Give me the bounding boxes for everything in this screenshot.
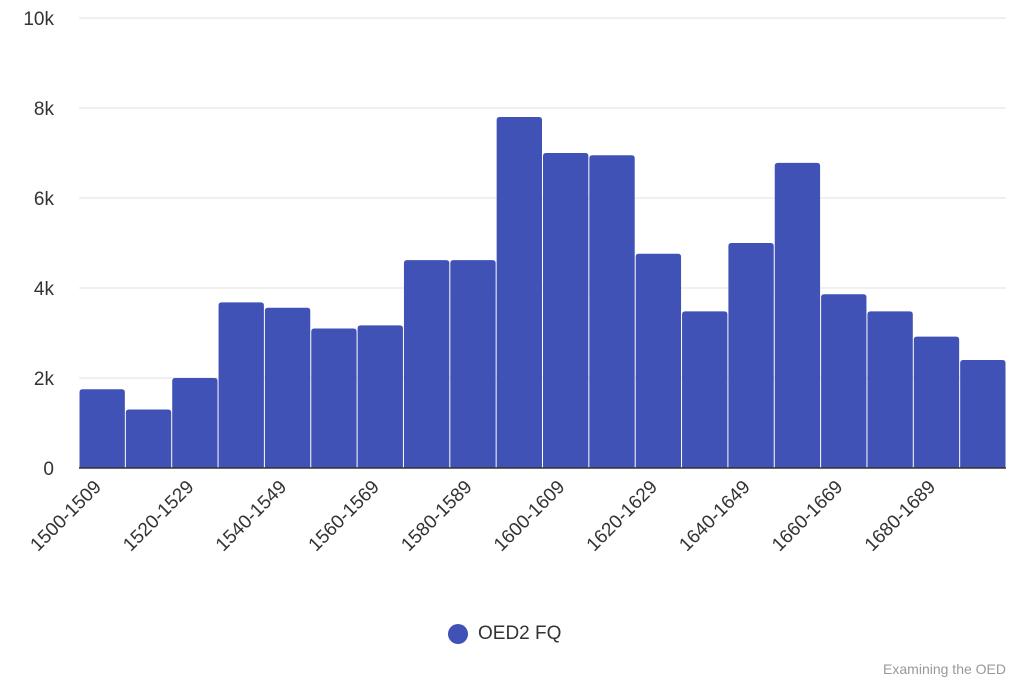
- y-tick-label: 2k: [34, 369, 55, 390]
- bar: [311, 328, 357, 468]
- x-tick-label: 1560-1569: [305, 477, 384, 556]
- bar: [774, 162, 821, 468]
- x-tick-label: 1540-1549: [212, 477, 291, 556]
- x-tick-label: 1520-1529: [119, 477, 198, 556]
- x-tick-label: 1680-1689: [861, 477, 940, 556]
- bar: [450, 260, 496, 468]
- bar: [125, 409, 172, 468]
- x-tick-label: 1580-1589: [397, 477, 476, 556]
- bar: [264, 307, 311, 468]
- bar: [357, 325, 403, 468]
- bar: [913, 336, 960, 468]
- x-tick-label: 1600-1609: [490, 477, 569, 556]
- x-tick-label: 1640-1649: [676, 477, 755, 556]
- bar: [960, 360, 1006, 468]
- bar: [589, 155, 635, 468]
- bar: [682, 311, 728, 468]
- bar: [728, 243, 774, 468]
- bar: [821, 294, 867, 468]
- legend: OED2 FQ: [448, 620, 561, 648]
- credit-text: Examining the OED: [883, 661, 1006, 677]
- legend-label: OED2 FQ: [478, 623, 562, 644]
- y-tick-label: 6k: [34, 189, 55, 210]
- bar: [496, 117, 542, 468]
- bar: [403, 260, 450, 468]
- y-tick-label: 10k: [23, 9, 54, 30]
- y-tick-label: 0: [43, 459, 54, 480]
- y-tick-label: 4k: [34, 279, 55, 300]
- x-tick-label: 1620-1629: [583, 477, 662, 556]
- bar: [867, 311, 913, 468]
- bar: [172, 378, 218, 468]
- y-tick-label: 8k: [34, 99, 55, 120]
- x-tick-label: 1660-1669: [768, 477, 847, 556]
- bar: [543, 153, 589, 468]
- bar: [79, 389, 125, 468]
- bar: [218, 302, 264, 468]
- legend-marker: [448, 624, 468, 644]
- bar: [635, 253, 682, 468]
- x-tick-label: 1500-1509: [27, 477, 106, 556]
